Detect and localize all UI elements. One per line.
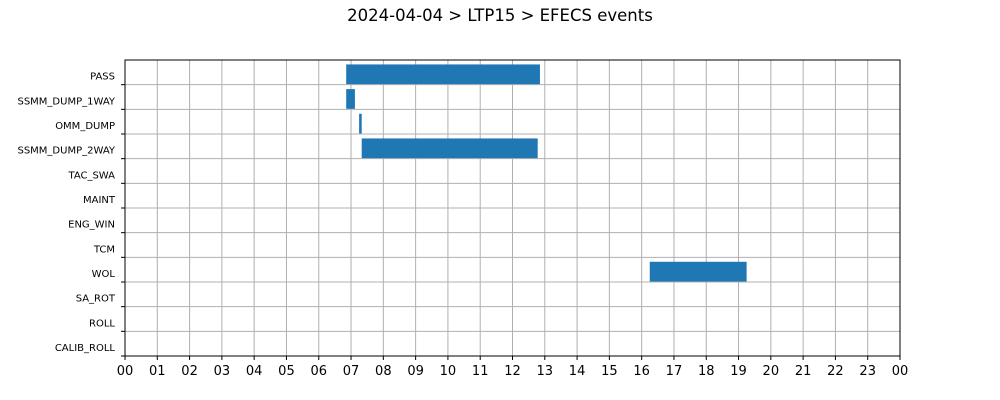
category-label: TCM: [93, 244, 115, 255]
x-tick-label: 04: [246, 364, 263, 379]
category-label: ENG_WIN: [68, 220, 115, 231]
x-axis: 00 01 02 03 04 05 06 07 08 09 10 11 12 13 14 15 16 17 18 19…: [117, 356, 909, 379]
category-label: SA_ROT: [76, 294, 116, 305]
category-label: MAINT: [83, 195, 116, 206]
category-label: PASS: [90, 72, 115, 83]
x-tick-label: 02: [181, 364, 198, 379]
x-tick-label: 19: [730, 364, 747, 379]
grid: [125, 60, 900, 356]
x-tick-label: 20: [763, 364, 780, 379]
x-tick-label: 00: [892, 364, 909, 379]
x-tick-label: 14: [569, 364, 586, 379]
event-bar: [346, 64, 540, 85]
category-label: WOL: [92, 269, 116, 280]
x-tick-label: 01: [149, 364, 166, 379]
event-bar: [346, 89, 355, 109]
x-tick-label: 08: [375, 364, 392, 379]
x-tick-label: 09: [407, 364, 424, 379]
x-tick-label: 16: [633, 364, 650, 379]
x-tick-label: 17: [666, 364, 683, 379]
x-tick-label: 00: [117, 364, 134, 379]
category-label: SSMM_DUMP_2WAY: [17, 146, 115, 157]
category-label: SSMM_DUMP_1WAY: [17, 96, 115, 107]
category-label: OMM_DUMP: [55, 121, 115, 132]
x-tick-label: 18: [698, 364, 715, 379]
category-label: TAC_SWA: [67, 170, 115, 181]
category-label: CALIB_ROLL: [55, 343, 116, 354]
chart-title: 2024-04-04 > LTP15 > EFECS events: [347, 6, 653, 25]
event-bar: [649, 261, 747, 282]
x-tick-label: 12: [504, 364, 521, 379]
x-tick-label: 05: [278, 364, 295, 379]
category-label: ROLL: [89, 318, 115, 329]
x-tick-label: 03: [214, 364, 231, 379]
event-bars: [346, 64, 747, 282]
x-tick-label: 06: [310, 364, 327, 379]
x-tick-label: 21: [795, 364, 812, 379]
x-tick-label: 07: [343, 364, 360, 379]
x-tick-label: 23: [859, 364, 876, 379]
y-axis: PASS SSMM_DUMP_1WAY OMM_DUMP SSMM_DUMP_2WAY…: [17, 72, 125, 357]
x-tick-label: 10: [440, 364, 457, 379]
x-tick-label: 11: [472, 364, 489, 379]
x-tick-label: 13: [537, 364, 554, 379]
x-tick-label: 15: [601, 364, 618, 379]
event-bar: [359, 113, 362, 134]
event-bar: [361, 138, 538, 159]
x-tick-label: 22: [827, 364, 844, 379]
